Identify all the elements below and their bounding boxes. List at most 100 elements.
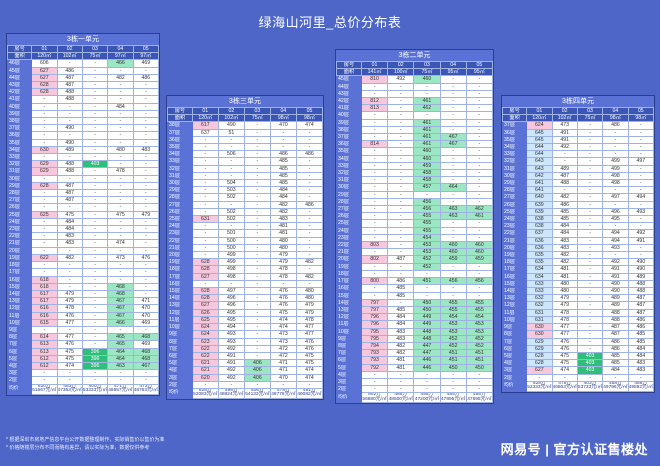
floor-label: 5层: [167, 359, 193, 368]
price-cell: -: [360, 176, 389, 185]
price-cell: -: [81, 189, 109, 198]
floor-row: 5层 792 481 446 450 450: [336, 363, 494, 372]
price-cell: 489: [602, 301, 629, 310]
floor-row: 22层 637 484-494 492: [501, 229, 655, 238]
price-cell: 481: [551, 265, 578, 274]
price-cell: -: [387, 111, 415, 120]
price-cell: -: [107, 203, 134, 212]
price-cell: -: [132, 138, 160, 147]
price-cell: 467: [107, 311, 134, 320]
floor-label: 31层: [6, 167, 33, 176]
price-cell: -: [243, 258, 271, 267]
price-cell: -: [439, 154, 467, 163]
floor-row: 25层 639 485-496 493: [501, 207, 655, 217]
unit-area: 75㎡: [243, 114, 271, 123]
unit-area: 102㎡: [56, 52, 83, 61]
price-cell: -: [360, 262, 389, 271]
floor-label: 43层: [336, 89, 362, 99]
price-cell: 450: [465, 363, 494, 372]
price-cell: 406: [243, 359, 271, 368]
price-cell: 469: [132, 59, 160, 68]
floor-label: 6层: [167, 351, 193, 361]
price-cell: 468: [132, 333, 160, 342]
floor-label: 25层: [6, 210, 33, 219]
floor-row: 5层 612 475 396 464 468: [6, 354, 160, 363]
price-cell: -: [526, 373, 553, 382]
price-cell: 484: [56, 217, 83, 227]
price-cell: 814: [360, 140, 389, 149]
price-cell: -: [31, 225, 58, 234]
unit-number: 05: [465, 60, 494, 70]
avg-price-cell: 403万 53733元/㎡: [576, 380, 604, 392]
price-cell: 482: [551, 251, 578, 260]
avg-total: 478万: [277, 388, 290, 393]
price-cell: -: [56, 174, 83, 183]
floor-row: 37层 - -461 467-: [336, 133, 494, 142]
floor-row: 36层 814-461 467-: [336, 140, 494, 149]
floor-label: 37层: [167, 128, 193, 137]
price-cell: 628: [526, 359, 553, 368]
floor-label: 18层: [336, 269, 362, 279]
price-cell: -: [31, 246, 58, 255]
floor-row: 19层 - -452- -: [336, 262, 494, 271]
price-cell: 621: [191, 359, 219, 368]
price-cell: -: [243, 207, 271, 217]
unit-area: 102㎡: [551, 114, 578, 123]
price-cell: -: [107, 131, 134, 140]
avg-total: 625万: [198, 388, 212, 393]
price-cell: 489: [551, 164, 578, 173]
price-cell: -: [627, 121, 655, 130]
price-cell: 464: [107, 354, 134, 363]
price-cell: 483: [132, 145, 160, 155]
avg-price-cell: 802万 56880元/㎡: [360, 392, 389, 404]
price-cell: -: [132, 275, 160, 284]
block-3-4: 3栋四单元 房号 01 02 03 04 05 面积 120㎡ 102㎡ 75㎡ 98㎡ 98㎡ 37层 6…: [501, 95, 655, 393]
price-cell: -: [465, 111, 494, 120]
avg-price-cell: 478万 48776元/㎡: [269, 387, 297, 399]
price-cell: -: [602, 143, 629, 152]
price-cell: 468: [107, 282, 134, 291]
unit-number: 03: [576, 106, 604, 116]
floor-label: 30层: [6, 174, 33, 183]
avg-price-cell: 406万 54133元/㎡: [243, 387, 271, 399]
price-cell: 488: [56, 160, 83, 169]
price-cell: -: [360, 284, 389, 293]
price-cell: 485: [602, 359, 629, 368]
price-cell: -: [465, 183, 494, 192]
floor-label: 8层: [167, 337, 193, 346]
price-cell: -: [107, 153, 134, 162]
price-cell: 490: [56, 124, 83, 133]
price-cell: -: [81, 138, 109, 147]
price-cell: 482: [107, 73, 134, 83]
floor-label: 33层: [336, 161, 362, 171]
floor-label: 5层: [501, 351, 528, 361]
floor-label: 2层: [167, 380, 193, 389]
avg-total: 802万: [368, 392, 381, 398]
price-cell: 637: [526, 229, 553, 238]
price-cell: 627: [191, 301, 219, 310]
price-cell: 461: [413, 140, 441, 149]
price-cell: 489: [627, 272, 655, 281]
price-cell: 491: [217, 359, 245, 368]
price-cell: -: [132, 153, 160, 162]
price-cell: -: [576, 164, 604, 173]
price-cell: 491: [602, 272, 629, 281]
price-cell: -: [56, 59, 83, 68]
floor-row: 29层 641 488-498-: [501, 179, 655, 188]
price-cell: -: [627, 164, 655, 173]
price-cell: -: [465, 226, 494, 235]
price-cell: -: [81, 325, 109, 335]
price-cell: 482: [295, 272, 324, 281]
price-cell: -: [217, 200, 245, 209]
floor-row: 14层 633 480-490 488: [501, 287, 655, 296]
floor-row: 3层 620 492 406 470 474: [167, 373, 324, 382]
price-cell: -: [81, 109, 109, 119]
price-cell: -: [243, 330, 271, 339]
price-cell: 474: [269, 323, 297, 332]
price-cell: 485: [269, 171, 297, 181]
unit-area: 120㎡: [526, 114, 553, 123]
price-cell: -: [56, 117, 83, 126]
floor-label: 16层: [167, 279, 193, 289]
price-cell: 486: [295, 150, 324, 159]
floor-label: 36层: [501, 128, 528, 137]
